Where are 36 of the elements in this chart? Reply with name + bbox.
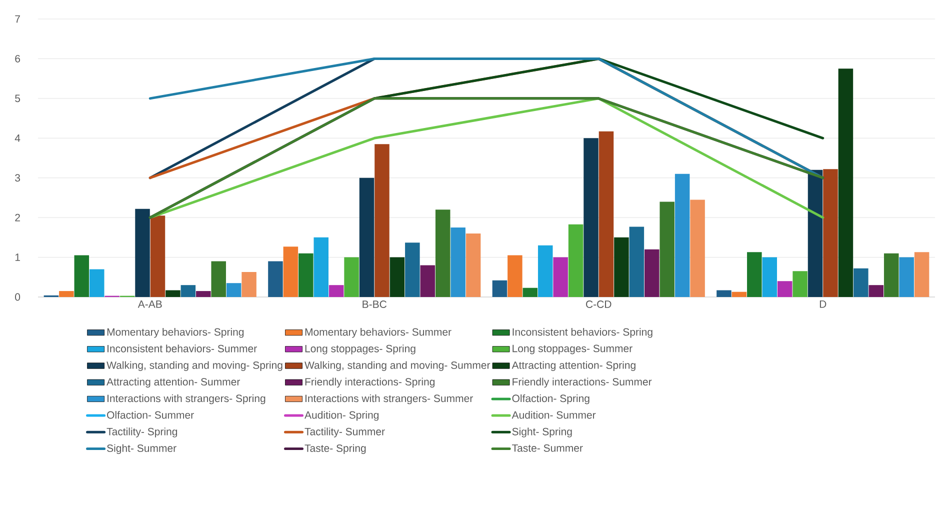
legend-label: Tactility- Spring: [106, 428, 178, 438]
legend-label: Tactility- Summer: [304, 428, 385, 438]
legend-label: Inconsistent behaviors- Summer: [108, 344, 257, 352]
legend-label: Attracting attention- Spring: [512, 361, 636, 371]
legend-label: Friendly interactions- Summer: [512, 378, 652, 388]
legend-label: Interactions with strangers- Spring: [108, 394, 266, 404]
y-tick-label: 4: [14, 134, 20, 142]
legend-label: Olfaction- Spring: [512, 394, 590, 404]
y-tick-label: 7: [15, 15, 20, 23]
legend-label: Audition- Summer: [512, 411, 596, 419]
legend-label: Attracting attention- Summer: [106, 378, 240, 388]
legend-label: Walking, standing and moving- Summer: [304, 361, 490, 371]
legend-label: Taste- Summer: [512, 444, 583, 452]
x-tick-label: C-CD: [586, 300, 612, 308]
y-tick-label: 2: [15, 214, 20, 222]
legend-label: Long stoppages- Spring: [305, 344, 416, 354]
legend-label: Interactions with strangers- Summer: [305, 394, 473, 404]
y-tick-label: 6: [15, 55, 20, 62]
legend-label: Taste- Spring: [304, 444, 366, 454]
legend-label: Walking, standing and moving- Spring: [106, 361, 282, 371]
x-tick-label: A-AB: [138, 300, 162, 308]
legend-label: Friendly interactions- Spring: [305, 378, 435, 388]
y-tick-label: 0: [15, 293, 20, 301]
legend-label: Sight- Summer: [107, 444, 176, 454]
y-tick-label: 1: [15, 254, 20, 261]
legend-label: Momentary behaviors- Spring: [107, 328, 244, 338]
legend-label: Momentary behaviors- Summer: [305, 328, 452, 338]
legend-label: Olfaction- Summer: [107, 411, 194, 419]
y-tick-label: 3: [15, 174, 20, 182]
y-tick-label: 5: [15, 94, 20, 102]
x-tick-label: D: [820, 300, 826, 308]
legend-label: Audition- Spring: [304, 411, 379, 421]
legend-label: Long stoppages- Summer: [512, 344, 632, 354]
legend-label: Inconsistent behaviors- Spring: [512, 328, 652, 338]
legend-label: Sight- Spring: [512, 428, 572, 438]
x-tick-label: B-BC: [362, 300, 387, 308]
